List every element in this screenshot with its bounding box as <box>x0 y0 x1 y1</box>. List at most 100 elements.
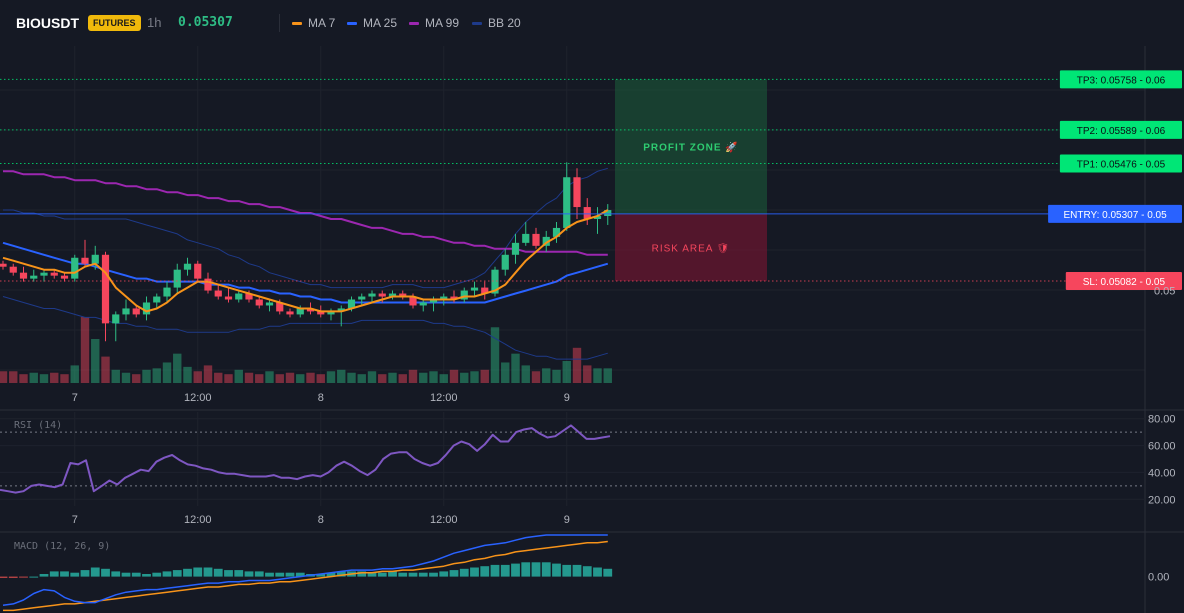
ma25-swatch <box>347 22 357 26</box>
legend-ma25[interactable]: MA 25 <box>347 15 397 31</box>
volume-bar <box>39 374 49 383</box>
macd-signal-line <box>3 540 608 612</box>
macd-hist-bar <box>357 571 367 577</box>
last-price: 0.05307 <box>178 15 233 30</box>
macd-hist-bar <box>429 572 438 577</box>
candle <box>194 260 202 282</box>
candle <box>419 299 427 312</box>
macd-hist-bar <box>500 564 510 577</box>
candle <box>183 257 192 276</box>
candle <box>91 245 99 270</box>
candle-body <box>183 263 192 270</box>
candle <box>81 239 89 267</box>
volume-bar <box>337 369 346 383</box>
candle <box>122 299 130 321</box>
ma7-swatch <box>292 22 302 26</box>
volume-bar <box>19 374 28 383</box>
volume-bar <box>367 371 377 383</box>
volume-bar <box>347 372 356 383</box>
volume-bar <box>183 366 192 383</box>
macd-hist-bar <box>295 572 305 577</box>
price-axis-label: 0.05 <box>1154 286 1175 298</box>
ma99-swatch <box>409 22 419 26</box>
time-axis-label: 9 <box>564 514 570 526</box>
candle <box>511 233 520 264</box>
risk-zone-label: RISK AREA 🛡 <box>652 242 731 254</box>
legend-ma25-label: MA 25 <box>363 16 398 30</box>
volume-bar <box>0 371 8 383</box>
legend-ma7-label: MA 7 <box>308 16 336 30</box>
candle-body <box>429 299 438 303</box>
legend-bb20[interactable]: BB 20 <box>472 15 521 31</box>
macd-hist-bar <box>572 564 582 577</box>
candle <box>532 227 540 249</box>
macd-hist-bar <box>8 576 18 578</box>
candle-body <box>60 275 69 279</box>
candle-body <box>81 257 89 264</box>
candle-body <box>142 302 151 315</box>
volume-bar <box>408 369 418 383</box>
candle-body <box>255 299 263 306</box>
macd-hist-bar <box>439 571 449 577</box>
candle <box>399 290 407 300</box>
legend-ma7[interactable]: MA 7 <box>292 15 335 31</box>
candle-body <box>470 287 479 291</box>
macd-histogram <box>0 562 613 578</box>
rsi-line <box>0 424 611 494</box>
macd-hist-bar <box>111 571 121 577</box>
candle <box>71 254 79 282</box>
time-axis-label: 7 <box>72 514 78 526</box>
macd-hist-bar <box>603 568 613 577</box>
volume-bar <box>60 374 69 383</box>
volume-bar <box>121 372 131 383</box>
candle <box>583 198 591 225</box>
candle-body <box>409 296 417 306</box>
candle-body <box>327 311 335 315</box>
time-axis-label: 8 <box>318 392 324 404</box>
candle <box>501 248 509 276</box>
candle <box>0 260 7 270</box>
level-tag <box>1059 120 1182 139</box>
volume-bar <box>173 353 182 383</box>
price-axis-bg <box>1145 46 1184 613</box>
candle-body <box>440 296 448 300</box>
symbol-name[interactable]: BIOUSDT <box>16 15 79 31</box>
candle-body <box>583 207 591 219</box>
volume-bar <box>542 368 551 383</box>
candle <box>604 204 612 225</box>
timeframe-label[interactable]: 1h <box>147 15 162 30</box>
candle-body <box>593 216 602 219</box>
macd-hist-bar <box>213 568 223 577</box>
legend-ma99[interactable]: MA 99 <box>409 15 459 31</box>
volume-bar <box>470 371 479 383</box>
candle-body <box>153 296 161 303</box>
candle <box>132 305 140 318</box>
candle <box>153 293 161 309</box>
candle <box>573 168 581 219</box>
candle-body <box>19 272 28 279</box>
volume-bar <box>449 369 459 383</box>
rsi-axis-label: 20.00 <box>1148 494 1176 506</box>
candle-body <box>522 233 530 243</box>
macd-hist-bar <box>377 572 387 577</box>
macd-hist-bar <box>459 568 469 577</box>
candle-body <box>276 302 284 312</box>
volume-bar <box>255 374 264 383</box>
candle-body <box>388 293 397 297</box>
time-axis-label: 12:00 <box>184 514 212 526</box>
macd-hist-bar <box>39 574 49 577</box>
rsi-axis-label: 60.00 <box>1148 441 1176 453</box>
candle-body <box>30 275 38 279</box>
volume-bar <box>326 371 336 383</box>
volume-bar <box>501 362 510 383</box>
candle-body <box>0 263 7 267</box>
macd-hist-bar <box>70 572 80 577</box>
macd-hist-bar <box>90 567 100 577</box>
volume-bar <box>132 374 141 383</box>
candle-body <box>501 254 509 270</box>
candle-body <box>173 269 181 288</box>
candle <box>481 281 489 300</box>
time-axis-label: 8 <box>318 514 324 526</box>
volume-bar <box>193 371 202 383</box>
